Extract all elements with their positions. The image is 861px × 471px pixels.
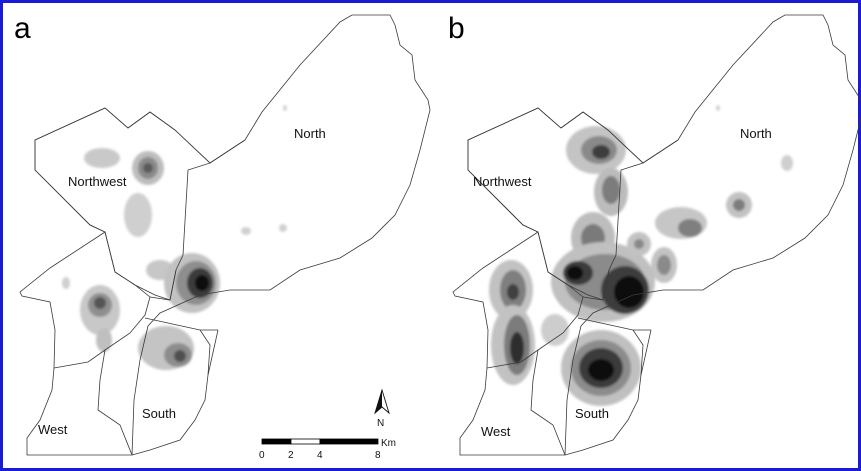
hotspot: [283, 105, 287, 111]
panel-b-map: North Northwest West South: [452, 14, 861, 456]
scale-segment: [319, 438, 379, 445]
hotspot: [96, 328, 112, 352]
north-arrow-label: N: [377, 418, 384, 429]
panel-a-letter: a: [14, 12, 31, 45]
hotspot: [592, 145, 610, 159]
scale-label: 2: [288, 450, 294, 461]
scale-segment: [290, 438, 321, 445]
region-label-south: South: [575, 406, 609, 421]
scale-unit: Km: [381, 438, 396, 449]
panel-b-letter: b: [448, 12, 465, 45]
hotspot: [143, 163, 153, 173]
north-arrow-fill: [375, 390, 382, 413]
hotspot: [507, 284, 519, 300]
hotspot: [614, 276, 644, 308]
hotspot: [279, 224, 287, 232]
hotspot: [174, 350, 186, 362]
panel-b: b: [448, 12, 861, 456]
region-label-northwest: Northwest: [68, 174, 127, 189]
panel-b-hotspots: [489, 105, 793, 406]
region-label-north: North: [294, 126, 326, 141]
hotspot: [195, 275, 209, 291]
scale-bar: 0 2 4 8 Km: [259, 438, 396, 461]
north-arrow: N: [374, 388, 390, 429]
scale-label: 4: [317, 450, 323, 461]
hotspot: [781, 155, 793, 171]
hotspot: [62, 277, 70, 289]
region-label-south: South: [142, 406, 176, 421]
hotspot: [588, 359, 614, 381]
hotspot: [510, 332, 524, 364]
panel-b-district-boundaries: [452, 14, 861, 456]
hotspot: [716, 105, 720, 111]
panel-a-hotspots: [62, 105, 287, 370]
hotspot: [657, 255, 671, 275]
hotspot: [124, 193, 152, 237]
region-label-west: West: [38, 422, 68, 437]
hotspot: [602, 176, 620, 204]
hotspot: [94, 297, 106, 309]
scale-segment: [261, 438, 292, 445]
hotspot: [634, 239, 644, 249]
hotspot: [541, 314, 569, 346]
panel-a: a North Northwest West: [14, 12, 431, 461]
region-label-west: West: [481, 424, 511, 439]
hotspot: [84, 148, 120, 168]
scale-label: 8: [375, 450, 381, 461]
panel-a-district-boundaries: [19, 14, 431, 456]
hotspot: [241, 227, 251, 235]
hotspot: [678, 219, 702, 237]
hotspot: [567, 266, 583, 280]
scale-label: 0: [259, 450, 265, 461]
hotspot: [733, 199, 745, 211]
region-label-north: North: [740, 126, 772, 141]
region-label-northwest: Northwest: [473, 174, 532, 189]
